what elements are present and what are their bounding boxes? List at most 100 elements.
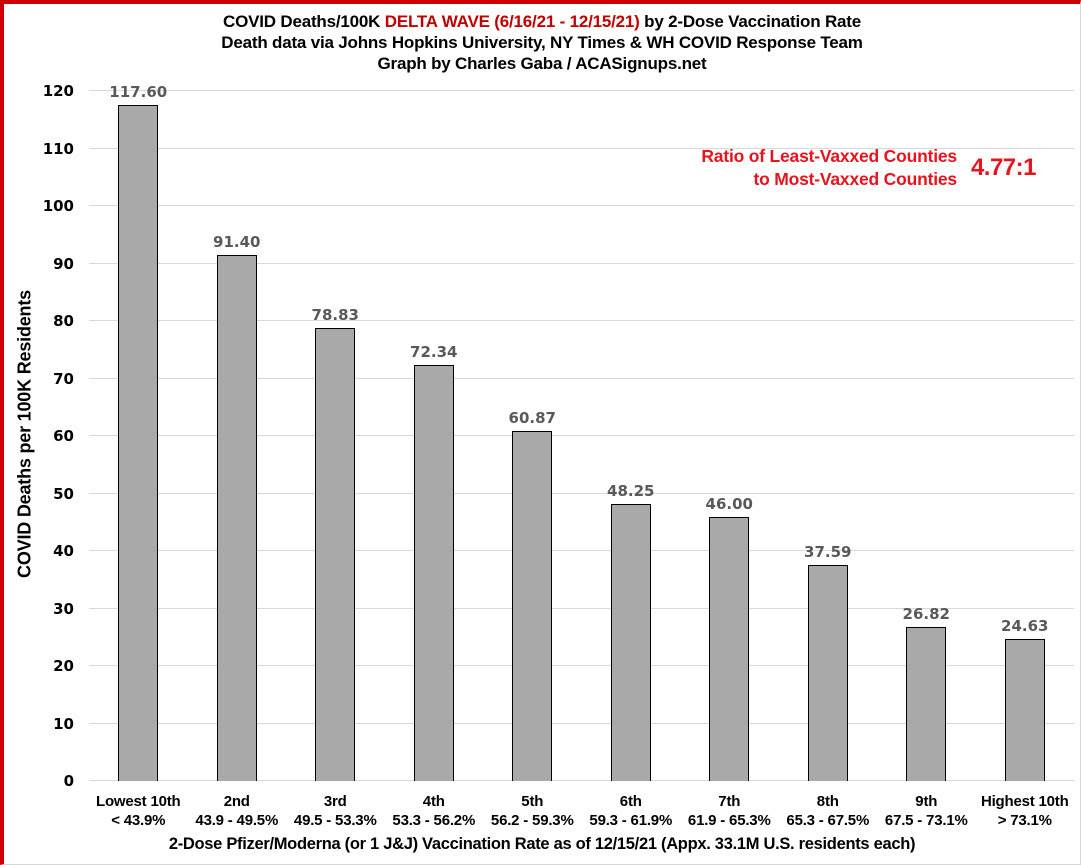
x-category-range: 59.3 - 61.9% [589,812,673,829]
bar-value-8: 37.59 [804,542,852,561]
bar-8 [807,564,848,781]
x-category-range: 43.9 - 49.5% [195,812,279,829]
x-category-range: 67.5 - 73.1% [884,812,968,829]
bar-cell-5: 60.87 [483,91,582,781]
ratio-annotation: Ratio of Least-Vaxxed Counties to Most-V… [701,145,1036,191]
y-tick-90: 90 [53,254,74,273]
gridline-y-110 [89,147,1074,149]
bar-value-6: 48.25 [607,481,655,500]
bar-5 [512,431,553,781]
bar-value-9: 26.82 [902,604,950,623]
bar-cell-2: 91.40 [188,91,287,781]
bar-cell-1: 117.60 [89,83,188,781]
gridline-y-90 [89,262,1074,264]
x-category-tier: 3rd [323,793,347,810]
x-category-tier: 5th [521,793,544,810]
ratio-label-line2: to Most-Vaxxed Counties [753,169,957,189]
y-tick-100: 100 [42,197,74,215]
x-category-range: 56.2 - 59.3% [490,812,574,829]
gridline-y-100 [89,205,1074,206]
x-axis-category-labels: Lowest 10th < 43.9% 2nd 43.9 - 49.5% 3rd 49.5… [89,792,1074,830]
bar-cell-4: 72.34 [385,91,484,781]
bar-10 [1004,639,1045,781]
title-part2: by 2-Dose Vaccination Rate [639,12,861,31]
chart-title-block: COVID Deaths/100K DELTA WAVE (6/16/21 - … [4,11,1080,74]
x-category-label-5: 5th 56.2 - 59.3% [483,792,582,830]
x-category-tier: 2nd [223,793,250,810]
x-category-tier: 7th [718,793,741,810]
bar-value-2: 91.40 [213,233,261,252]
x-category-label-9: 9th 67.5 - 73.1% [877,792,976,830]
bar-2 [216,255,257,781]
bar-1 [118,104,159,781]
bar-value-1: 117.60 [109,82,168,101]
x-category-label-6: 6th 59.3 - 61.9% [582,792,681,830]
gridline-y-70 [89,377,1074,379]
y-tick-20: 20 [53,657,74,675]
gridline-y-60 [89,435,1074,436]
bar-9 [906,626,947,781]
bar-value-5: 60.87 [508,409,556,427]
x-category-tier: 4th [422,793,445,810]
bar-cell-6: 48.25 [582,91,681,781]
bar-7 [709,516,750,781]
y-tick-10: 10 [53,714,74,733]
x-category-tier: 6th [619,793,642,810]
x-category-tier: 8th [816,793,839,810]
bar-3 [315,327,356,781]
x-category-range: < 43.9% [111,812,166,829]
ratio-label-line1: Ratio of Least-Vaxxed Counties [701,146,957,166]
x-category-label-4: 4th 53.3 - 56.2% [385,792,484,830]
title-delta-wave: DELTA WAVE (6/16/21 - 12/15/21) [384,12,640,31]
x-category-label-1: Lowest 10th < 43.9% [89,792,188,830]
gridline-y-50 [89,492,1074,494]
bar-cell-8: 37.59 [779,91,878,781]
bar-series: 117.60 91.40 78.83 72.34 60.87 48.25 46.00 37.5… [89,83,1075,781]
gridline-y-10 [89,722,1074,724]
x-category-tier: Highest 10th [980,793,1069,810]
x-category-range: 53.3 - 56.2% [392,812,476,829]
y-tick-120: 120 [42,82,74,100]
x-category-tier: 9th [915,793,938,810]
bar-value-4: 72.34 [410,343,458,362]
bar-cell-9: 26.82 [877,91,976,781]
bar-value-10: 24.63 [1001,617,1049,636]
x-category-range: > 73.1% [997,812,1052,829]
y-tick-70: 70 [53,369,74,388]
gridline-y-80 [89,320,1074,321]
gridline-y-0 [89,780,1074,781]
x-category-range: 61.9 - 65.3% [687,812,771,829]
x-axis-title: 2-Dose Pfizer/Moderna (or 1 J&J) Vaccina… [168,835,916,853]
plot-area: 117.60 91.40 78.83 72.34 60.87 48.25 46.00 37.5… [89,83,1075,781]
x-category-label-10: Highest 10th > 73.1% [976,792,1075,830]
gridline-y-40 [89,550,1074,551]
y-tick-110: 110 [42,139,74,158]
y-tick-60: 60 [53,427,74,445]
bar-cell-3: 78.83 [286,91,385,781]
y-tick-80: 80 [53,312,74,330]
bar-6 [610,503,651,781]
gridline-y-20 [89,665,1074,666]
title-part1: COVID Deaths/100K [223,12,385,31]
chart-subtitle-credit: Graph by Charles Gaba / ACASignups.net [377,54,707,73]
y-tick-40: 40 [53,542,74,560]
bar-value-7: 46.00 [705,494,753,513]
chart-title: COVID Deaths/100K DELTA WAVE (6/16/21 - … [4,11,1080,32]
y-tick-50: 50 [53,484,74,503]
bar-cell-10: 24.63 [976,91,1075,781]
x-category-range: 49.5 - 53.3% [293,812,377,829]
y-axis-tick-labels: 0 10 20 30 40 50 60 70 80 90 100 110 120 [4,82,80,790]
y-tick-30: 30 [53,599,74,618]
x-category-label-2: 2nd 43.9 - 49.5% [188,792,287,830]
chart-subtitle-source: Death data via Johns Hopkins University,… [221,33,863,52]
ratio-value: 4.77:1 [970,154,1037,181]
x-category-label-8: 8th 65.3 - 67.5% [779,792,878,830]
bar-4 [413,365,454,781]
gridline-y-30 [89,607,1074,609]
y-tick-0: 0 [63,772,74,790]
x-category-tier: Lowest 10th [96,793,181,810]
bar-value-3: 78.83 [311,305,359,324]
ratio-annotation-label: Ratio of Least-Vaxxed Counties to Most-V… [701,145,957,191]
bar-cell-7: 46.00 [680,91,779,781]
